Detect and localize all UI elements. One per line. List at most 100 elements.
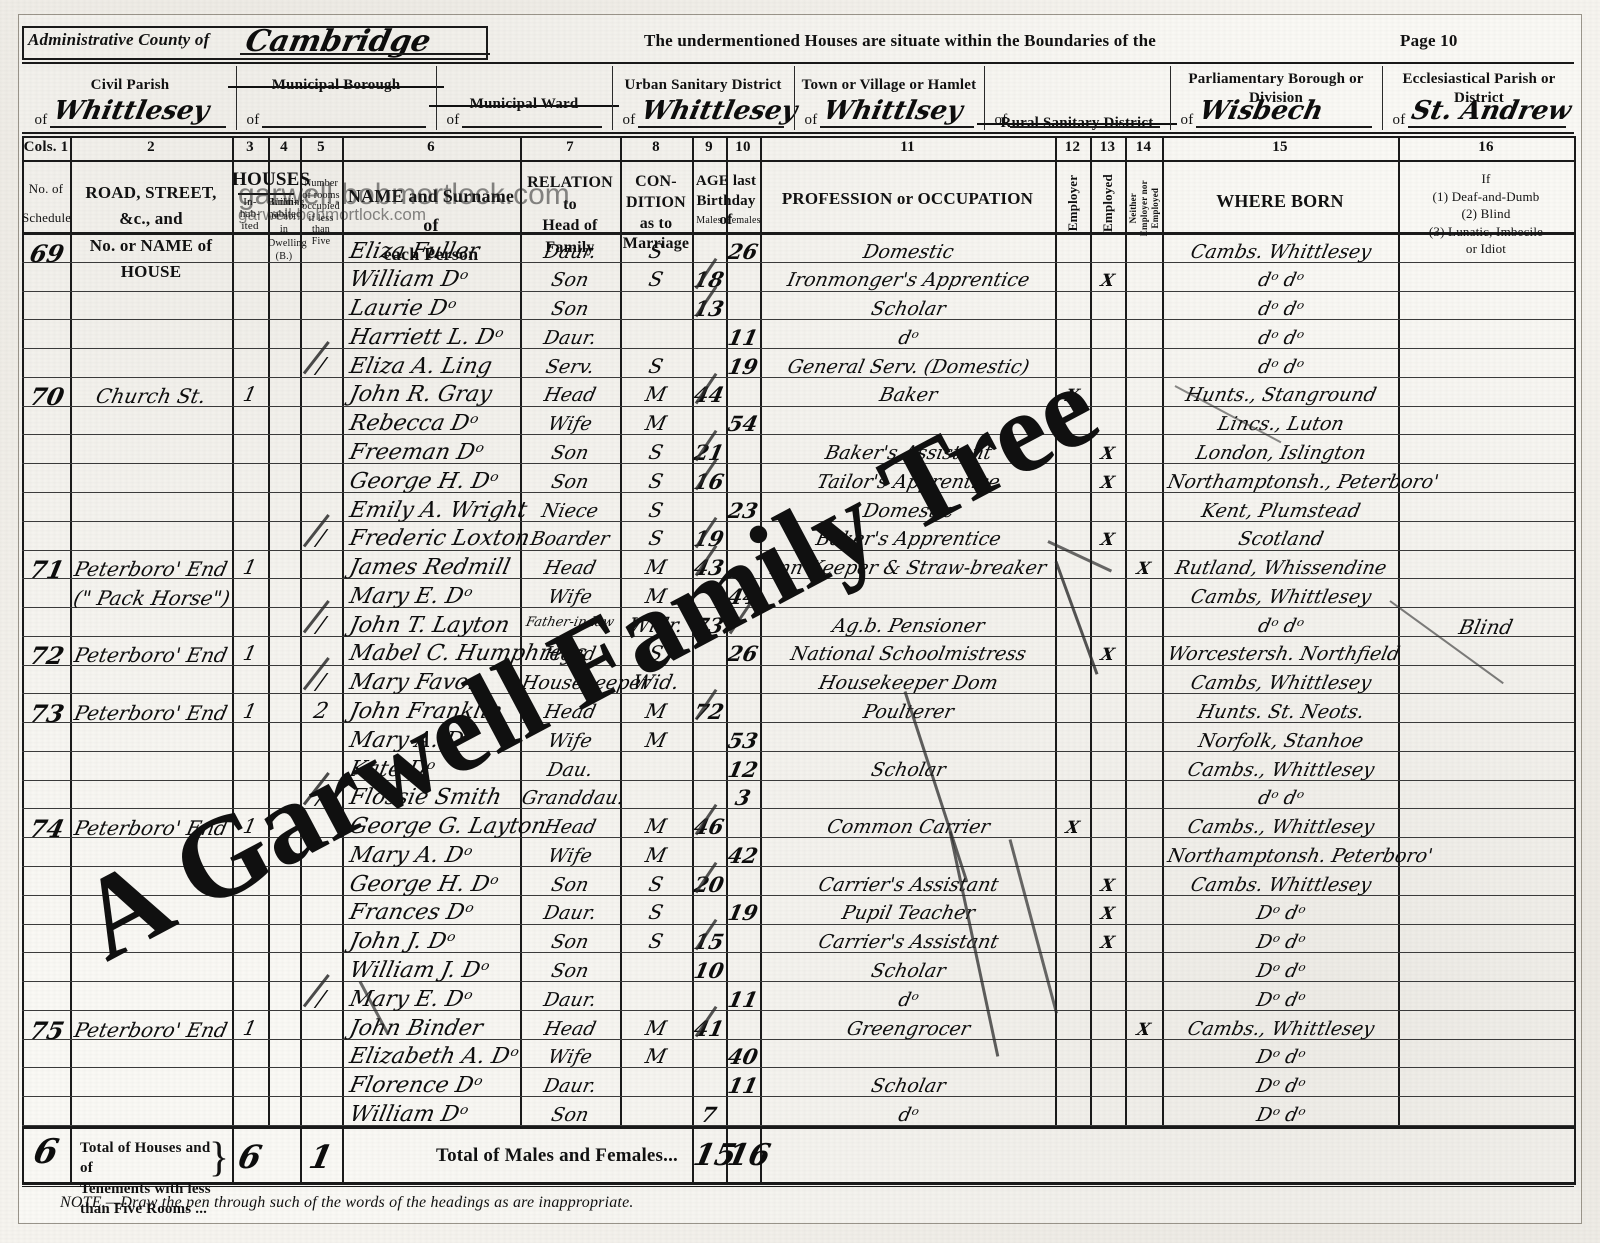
- cell-age-females: 53: [725, 728, 761, 753]
- vrule-0: [22, 136, 24, 1185]
- cell-neither: X: [1134, 1020, 1153, 1040]
- row-rule: [22, 636, 1574, 637]
- cell-road: Peterboro' End: [72, 557, 230, 581]
- cell-whereborn: dᵒ dᵒ: [1256, 269, 1306, 291]
- row-rule: [22, 895, 1574, 896]
- cell-name: John J. Dᵒ: [347, 929, 458, 954]
- header-condition: CON- DITION as to Marriage: [622, 173, 690, 253]
- cell-name: Freeman Dᵒ: [347, 440, 486, 465]
- cell-age-males: 10: [691, 958, 727, 983]
- totals-rooms: 1: [305, 1138, 337, 1176]
- cell-condition: M: [643, 584, 669, 608]
- boundary-prefix-3: of: [622, 112, 636, 128]
- row-rule: [22, 1067, 1574, 1068]
- cell-whereborn: Cambs, Whittlesey: [1188, 672, 1374, 694]
- vrule-totals-2: [300, 1126, 302, 1182]
- cell-name: Eliza Fuller: [347, 239, 482, 264]
- cell-relation: Father-in-law: [524, 615, 616, 630]
- colnum-c16: 16: [1478, 139, 1494, 155]
- cell-relation: Son: [549, 298, 591, 320]
- cell-profession: Inn Keeper & Straw-breaker: [768, 557, 1049, 579]
- row-rule: [22, 434, 1574, 435]
- colnum-c7: 7: [566, 139, 574, 155]
- boundary-label-1: Municipal Borough: [228, 76, 444, 95]
- colnum-c5: 5: [317, 139, 325, 155]
- boundary-band-top: [22, 62, 1574, 64]
- boundary-sep-3: [794, 66, 795, 130]
- vrule-8: [692, 136, 694, 1126]
- cell-profession: Baker: [877, 384, 940, 406]
- header-rooms: Number of rooms occupied if less than Five: [302, 178, 340, 247]
- cell-neither: X: [1134, 559, 1153, 579]
- colnum-c3: 3: [246, 139, 254, 155]
- cell-road: Peterboro' End: [72, 1018, 230, 1042]
- row-rule: [22, 492, 1574, 493]
- cell-road: Church St.: [93, 384, 209, 408]
- cell-profession: Tailor's Apprentice: [814, 471, 1003, 493]
- cell-whereborn: Norfolk, Stanhoe: [1196, 730, 1366, 752]
- cell-relation: Wife: [545, 413, 595, 435]
- cell-rooms: /: [314, 526, 328, 551]
- cell-name: George H. Dᵒ: [347, 872, 501, 897]
- boundary-prefix-5: of: [994, 112, 1008, 128]
- vrule-1: [70, 136, 72, 1126]
- cell-age-females: 19: [725, 900, 761, 925]
- cell-whereborn: Scotland: [1236, 528, 1326, 550]
- cell-name: George H. Dᵒ: [347, 469, 501, 494]
- cell-profession: Ag.b. Pensioner: [830, 615, 987, 637]
- cell-whereborn: Dᵒ dᵒ: [1254, 989, 1308, 1011]
- cell-relation: Son: [549, 1104, 591, 1126]
- cell-relation: Son: [549, 471, 591, 493]
- cell-whereborn: dᵒ dᵒ: [1256, 615, 1306, 637]
- cell-name: William J. Dᵒ: [347, 958, 492, 983]
- row-rule: [22, 1125, 1574, 1126]
- cell-whereborn: Hunts. St. Neots.: [1195, 701, 1367, 723]
- vrule-3: [268, 136, 270, 1126]
- cell-age-females: 19: [725, 354, 761, 379]
- row-rule: [22, 377, 1574, 378]
- cell-road: Peterboro' End: [72, 701, 230, 725]
- cell-age-males: 73: [691, 613, 727, 638]
- cell-condition: S: [646, 267, 666, 291]
- boundary-rule-0: [50, 126, 226, 128]
- cell-employer: X: [1063, 386, 1082, 406]
- cell-name: John R. Gray: [347, 382, 495, 407]
- cell-houses-inhabited: 1: [241, 814, 259, 838]
- totals-females: 16: [724, 1138, 774, 1173]
- cell-age-females: 11: [725, 1073, 761, 1098]
- cell-name: Eliza A. Ling: [347, 354, 495, 379]
- cell-profession: Baker's Apprentice: [813, 528, 1004, 550]
- cell-whereborn: Dᵒ dᵒ: [1254, 1075, 1308, 1097]
- footer-note: NOTE.—Draw the pen through such of the w…: [60, 1194, 634, 1211]
- cell-name: John Franklin: [347, 699, 505, 724]
- cell-relation: Daur.: [541, 241, 599, 263]
- cell-road: Peterboro' End: [72, 816, 230, 840]
- cell-relation: Wife: [545, 730, 595, 752]
- cell-whereborn: Cambs. Whittlesey: [1188, 241, 1374, 263]
- header-schedule-a: No. of: [28, 181, 64, 196]
- vrule-totals-3: [342, 1126, 344, 1182]
- admin-county-rule: [240, 53, 490, 55]
- cell-name: James Redmill: [347, 555, 513, 580]
- cell-relation: Granddau.: [519, 787, 627, 809]
- boundary-rule-7: [1408, 126, 1566, 128]
- cell-condition: Widr.: [626, 613, 686, 637]
- cell-age-females: 11: [725, 987, 761, 1012]
- cell-relation: Daur.: [541, 989, 599, 1011]
- cell-employed: X: [1098, 933, 1117, 953]
- census-sheet: [18, 14, 1582, 1224]
- header-employed: Employed: [1099, 174, 1115, 232]
- row-rule: [22, 607, 1574, 608]
- cell-name: Harriett L. Dᵒ: [347, 325, 506, 350]
- county-box-left: [22, 26, 24, 60]
- boundary-sep-0: [236, 66, 237, 130]
- header-bottom: [22, 232, 1574, 235]
- cell-condition: M: [643, 1044, 669, 1068]
- cell-relation: Head: [542, 701, 598, 723]
- cell-age-females: 11: [725, 325, 761, 350]
- header-houses-inhabited: In-hab-ited: [239, 196, 261, 233]
- boundary-label-3: Urban Sanitary District: [624, 77, 782, 93]
- cell-name: Laurie Dᵒ: [347, 296, 459, 321]
- cell-schedule: 73: [27, 699, 67, 728]
